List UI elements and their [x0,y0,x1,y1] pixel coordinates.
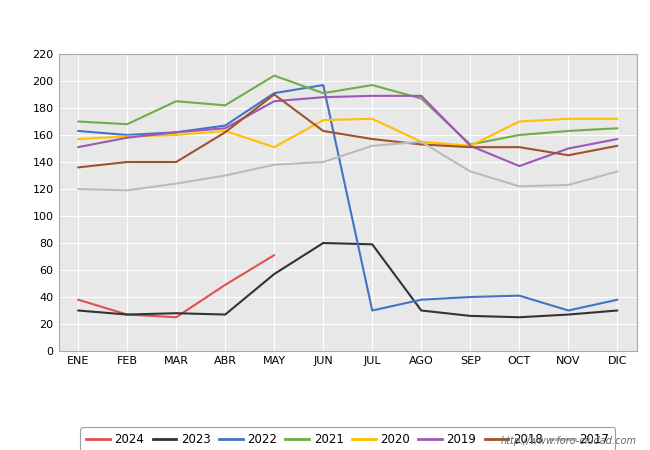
Legend: 2024, 2023, 2022, 2021, 2020, 2019, 2018, 2017: 2024, 2023, 2022, 2021, 2020, 2019, 2018… [81,427,615,450]
Text: http://www.foro-ciudad.com: http://www.foro-ciudad.com [501,436,637,446]
Text: Afiliados en Benagéber a 31/5/2024: Afiliados en Benagéber a 31/5/2024 [176,11,474,30]
